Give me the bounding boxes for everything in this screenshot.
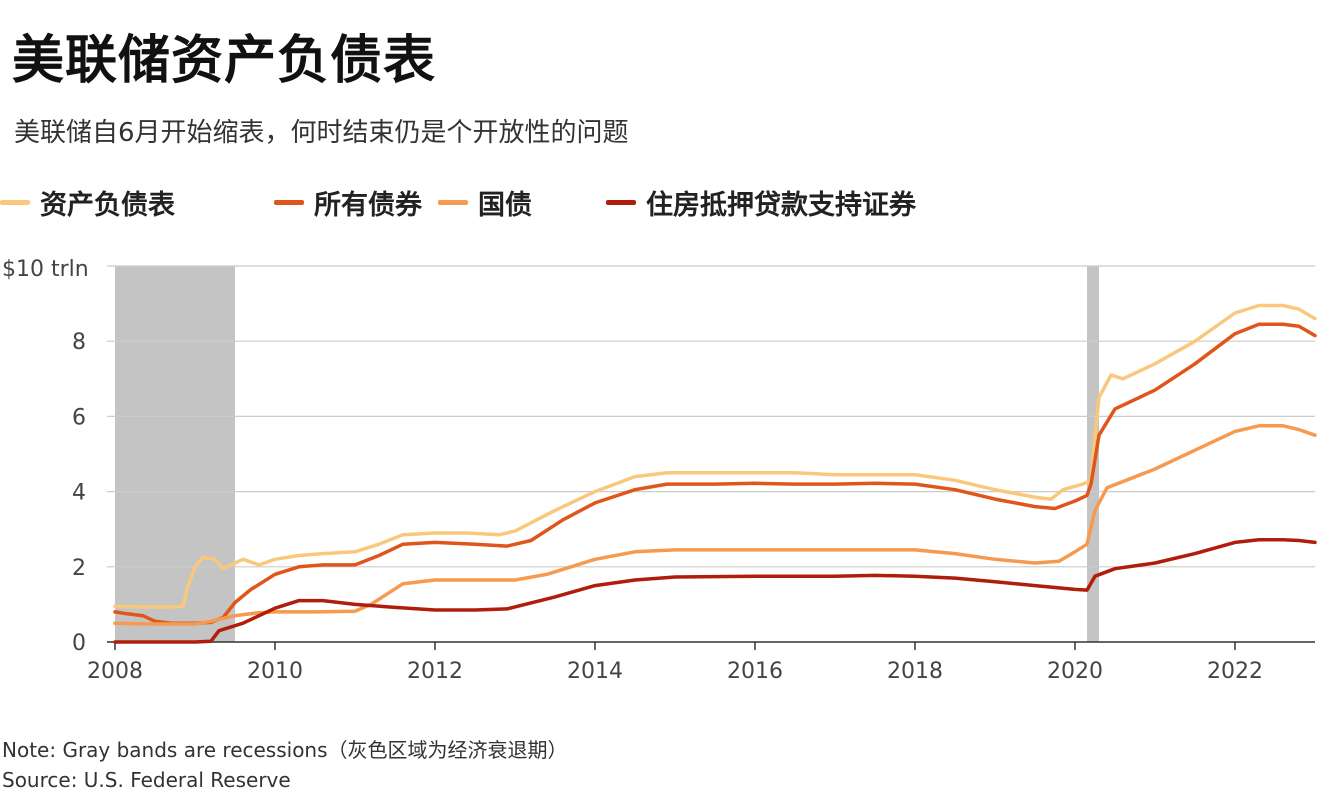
series-line-mbs <box>113 537 1317 644</box>
chart-subtitle: 美联储自6月开始缩表，何时结束仍是个开放性的问题 <box>14 118 629 148</box>
x-tick-label-2014: 2014 <box>567 659 623 684</box>
legend-item-treasuries: 国债 <box>438 182 532 222</box>
legend-swatch-mbs <box>606 199 636 205</box>
y-tick-label-8: 8 <box>72 330 86 355</box>
legend-item-balance-sheet: 资产负债表 <box>0 182 175 222</box>
series-line-all-securities <box>113 322 1317 625</box>
line-chart: $10 trln 0 2 4 6 8 2008 2010 2012 2014 2016 2018 202… <box>2 257 1317 684</box>
x-tick-label-2012: 2012 <box>407 659 463 684</box>
x-tick-label-2010: 2010 <box>247 659 303 684</box>
legend: 资产负债表 所有债券 国债 住房抵押贷款支持证券 <box>0 182 1320 222</box>
legend-item-all-securities: 所有债券 <box>274 182 422 222</box>
y-tick-label-4: 4 <box>72 481 86 506</box>
y-tick-label-6: 6 <box>72 405 86 430</box>
x-tick-label-2018: 2018 <box>887 659 943 684</box>
series-line-balance-sheet <box>113 303 1317 609</box>
legend-label-all-securities: 所有债券 <box>314 189 422 221</box>
x-tick-label-2008: 2008 <box>87 659 143 684</box>
y-axis-unit-label: $10 trln <box>2 257 89 282</box>
recession-band-0 <box>115 266 235 642</box>
series-line-treasuries <box>113 424 1317 626</box>
legend-swatch-treasuries <box>438 199 468 205</box>
y-tick-label-0: 0 <box>72 631 86 656</box>
y-tick-label-2: 2 <box>72 556 86 581</box>
x-tick-label-2022: 2022 <box>1207 659 1263 684</box>
legend-swatch-balance-sheet <box>0 199 30 205</box>
legend-label-treasuries: 国债 <box>478 189 532 221</box>
chart-title: 美联储资产负债表 <box>12 30 437 91</box>
legend-swatch-all-securities <box>274 199 304 205</box>
legend-label-mbs: 住房抵押贷款支持证券 <box>646 189 916 221</box>
legend-item-mbs: 住房抵押贷款支持证券 <box>606 182 916 222</box>
chart-note: Note: Gray bands are recessions（灰色区域为经济衰… <box>2 738 568 762</box>
legend-label-balance-sheet: 资产负债表 <box>40 189 175 221</box>
chart-source: Source: U.S. Federal Reserve <box>2 768 291 792</box>
x-tick-label-2016: 2016 <box>727 659 783 684</box>
x-tick-label-2020: 2020 <box>1047 659 1103 684</box>
